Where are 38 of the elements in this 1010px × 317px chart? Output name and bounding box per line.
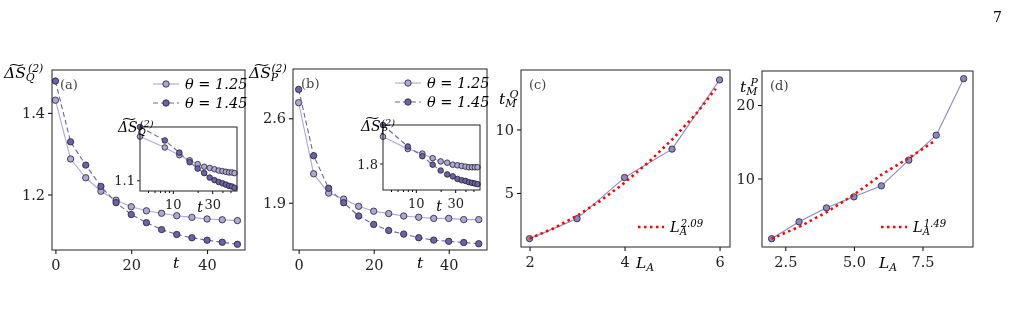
x-axis-title: t bbox=[197, 199, 204, 215]
x-tick-label: 40 bbox=[440, 257, 459, 274]
y-tick-label: 1.9 bbox=[262, 194, 286, 211]
x-tick-label: 5.0 bbox=[842, 254, 866, 271]
annotation: 1.8 bbox=[357, 156, 378, 172]
x-tick-label: 2 bbox=[525, 254, 535, 271]
x-tick-label: 0 bbox=[51, 257, 61, 274]
x-tick-label: 6 bbox=[715, 254, 725, 271]
y-tick-label: 1.4 bbox=[21, 105, 45, 121]
legend-label: θ = 1.45 bbox=[427, 94, 490, 110]
x-tick-label: 10 bbox=[408, 195, 425, 211]
y-tick-label: 2.6 bbox=[262, 110, 286, 127]
annotation: (d) bbox=[770, 78, 789, 93]
annotation: 1.1 bbox=[114, 173, 135, 189]
y-tick-label: 1.2 bbox=[21, 186, 45, 203]
y-tick-label: 5 bbox=[504, 185, 514, 202]
x-tick-label: 0 bbox=[294, 257, 304, 274]
x-tick-label: 20 bbox=[364, 257, 384, 274]
x-tick-label: 7.5 bbox=[911, 254, 935, 271]
x-axis-title: L$_{A}$ bbox=[877, 254, 898, 275]
x-axis-title: L$_{A}$ bbox=[634, 254, 655, 275]
annotation: (c) bbox=[529, 77, 547, 92]
legend-label: θ = 1.25 bbox=[427, 75, 490, 91]
x-tick-label: 20 bbox=[122, 257, 141, 274]
x-axis-title: t bbox=[436, 198, 443, 214]
x-tick-label: 30 bbox=[447, 195, 464, 211]
x-tick-label: 2.5 bbox=[774, 254, 798, 271]
x-tick-label: 10 bbox=[165, 196, 182, 212]
x-axis-title: t bbox=[416, 254, 424, 272]
x-tick-label: 40 bbox=[198, 257, 217, 274]
x-tick-label: 30 bbox=[204, 196, 221, 212]
legend-label: θ = 1.45 bbox=[185, 95, 248, 111]
annotation: (a) bbox=[60, 77, 78, 92]
x-axis-title: t bbox=[172, 254, 180, 272]
annotation: (b) bbox=[301, 76, 320, 91]
legend-label: θ = 1.25 bbox=[185, 76, 248, 92]
text: 7 bbox=[993, 9, 1002, 25]
x-tick-label: 4 bbox=[620, 254, 630, 271]
